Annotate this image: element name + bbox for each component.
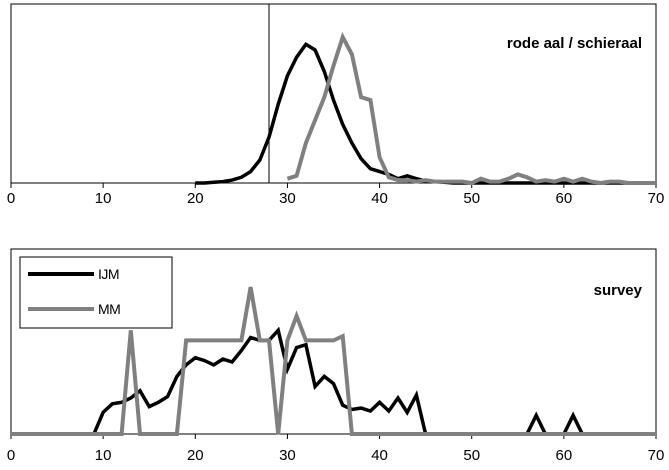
legend-label-ijm: IJM [98, 266, 119, 282]
legend-box [19, 256, 173, 329]
x-tick-label: 50 [463, 190, 480, 207]
panel-title-top: rode aal / schieraal [507, 35, 642, 52]
x-tick-label: 60 [556, 447, 573, 464]
legend: IJM MM [19, 256, 173, 329]
x-tick-label: 0 [7, 190, 15, 207]
legend-label-mm: MM [98, 301, 120, 317]
series-group-bottom [11, 286, 656, 436]
x-tick-label: 70 [648, 190, 665, 207]
panel-top: 0 10 20 30 40 50 60 70 rode aal / schieraal [7, 3, 665, 207]
x-tick-label: 70 [648, 447, 665, 464]
x-tick-label: 40 [371, 190, 388, 207]
x-tick-label: 20 [187, 190, 204, 207]
x-tick-label: 30 [279, 190, 296, 207]
series-line-grey [286, 31, 656, 186]
series-group-top [195, 31, 656, 186]
x-tick-label: 0 [7, 447, 15, 464]
panel-title-bottom: survey [594, 282, 643, 299]
x-tick-label: 10 [95, 190, 112, 207]
x-axis-top: 0 10 20 30 40 50 60 70 [7, 183, 665, 207]
x-tick-label: 60 [556, 190, 573, 207]
x-tick-label: 30 [279, 447, 296, 464]
panel-bottom: 0 10 20 30 40 50 60 70 survey IJM MM [7, 248, 665, 464]
series-line-mm [11, 286, 656, 436]
x-tick-label: 40 [371, 447, 388, 464]
plot-area-top [10, 3, 657, 184]
x-tick-label: 50 [463, 447, 480, 464]
x-axis-bottom: 0 10 20 30 40 50 60 70 [7, 434, 665, 464]
x-tick-label: 10 [95, 447, 112, 464]
x-tick-label: 20 [187, 447, 204, 464]
